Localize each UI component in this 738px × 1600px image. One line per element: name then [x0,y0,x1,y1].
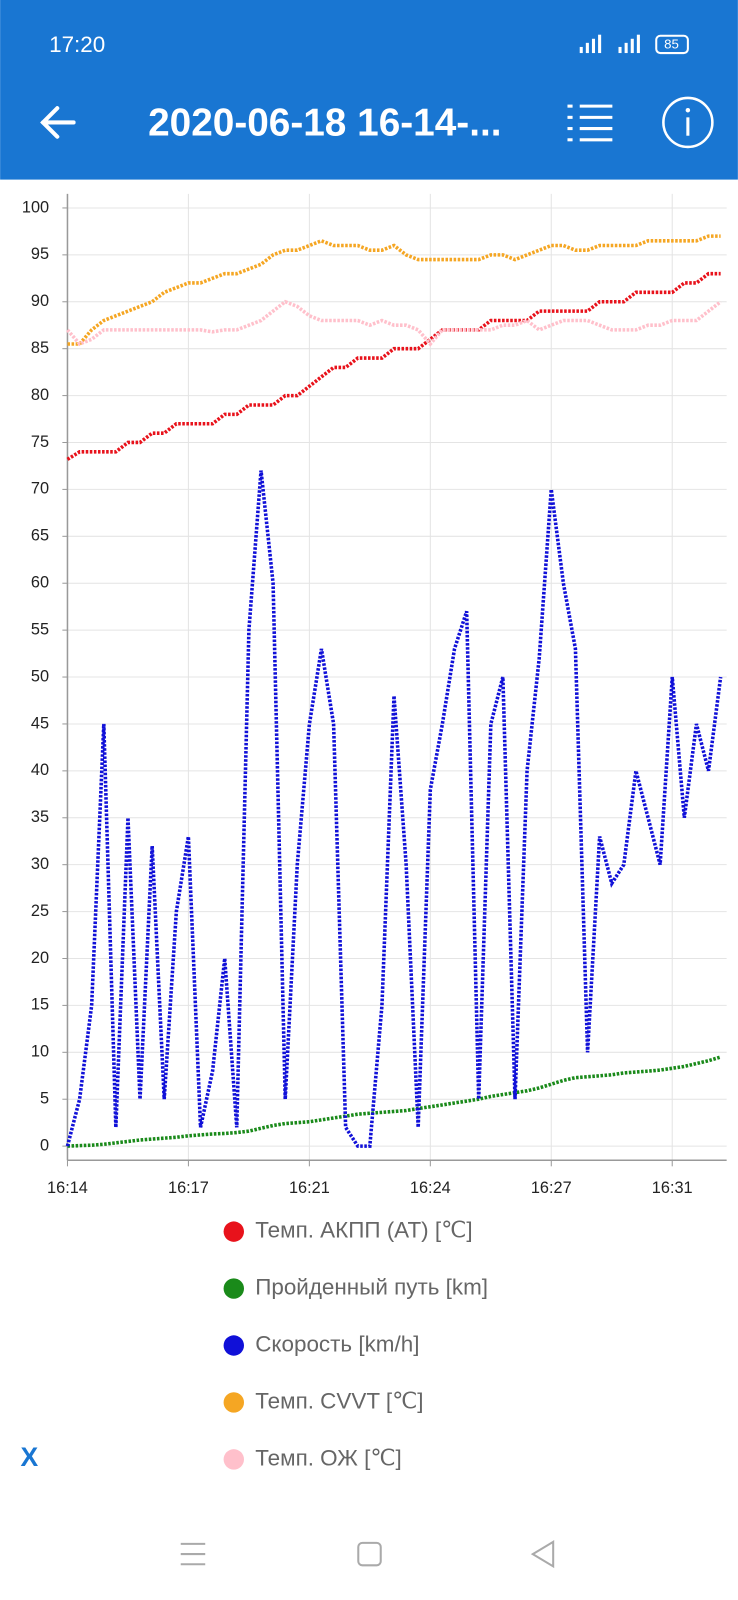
legend-marker [223,1278,244,1299]
status-time: 17:20 [49,32,105,57]
title: 2020-06-18 16-14-... [148,102,501,145]
legend-label: Темп. CVVT [℃] [255,1388,423,1413]
battery-icon [655,34,689,55]
y-tick-label: 65 [31,527,49,545]
y-tick-label: 5 [40,1090,49,1108]
y-tick-label: 60 [31,574,49,592]
y-tick-label: 45 [31,714,49,732]
y-tick-label: 25 [31,902,49,920]
x-tick-label: 16:21 [289,1179,330,1197]
y-tick-label: 70 [31,480,49,498]
x-tick-label: 16:14 [47,1179,88,1197]
series-line [66,271,721,461]
y-tick-label: 15 [31,996,49,1014]
y-tick-label: 100 [22,198,49,216]
y-tick-label: 0 [40,1136,49,1154]
y-tick-label: 95 [31,245,49,263]
signal-icons [579,34,640,54]
legend-label: Скорость [km/h] [255,1331,419,1356]
x-tick-label: 16:24 [410,1179,451,1197]
close-button[interactable]: X [21,1442,39,1472]
battery-level: 85 [664,36,679,51]
legend-marker [223,1335,244,1356]
x-tick-label: 16:31 [652,1179,693,1197]
y-tick-label: 90 [31,292,49,310]
y-tick-label: 20 [31,949,49,967]
legend-marker [223,1392,244,1413]
y-tick-label: 10 [31,1043,49,1061]
y-tick-label: 30 [31,855,49,873]
list-button[interactable] [567,104,613,142]
nav-bar [180,1540,555,1569]
y-tick-label: 85 [31,339,49,357]
y-tick-label: 40 [31,761,49,779]
y-tick-label: 35 [31,808,49,826]
y-tick-label: 50 [31,667,49,685]
series-line [67,1055,722,1148]
y-tick-label: 80 [31,386,49,404]
y-tick-label: 55 [31,620,49,638]
legend-marker [223,1449,244,1470]
back-button[interactable] [40,106,76,139]
y-tick-label: 75 [31,433,49,451]
x-tick-label: 16:27 [531,1179,572,1197]
legend-label: Пройденный путь [km] [255,1274,488,1299]
legend-marker [223,1221,244,1242]
series-line [65,470,723,1148]
plot: 0 5 10 15 20 25 30 35 40 45 50 55 60 65 70 75 80 85 90 95 10… [22,193,727,1197]
legend-label: Темп. ОЖ [℃] [255,1445,402,1470]
legend-label: Темп. АКПП (AT) [℃] [255,1218,472,1243]
series-line [67,234,721,346]
info-button[interactable] [662,96,714,149]
x-tick-label: 16:17 [168,1179,209,1197]
series-line [66,299,722,347]
app-bar [0,0,738,180]
